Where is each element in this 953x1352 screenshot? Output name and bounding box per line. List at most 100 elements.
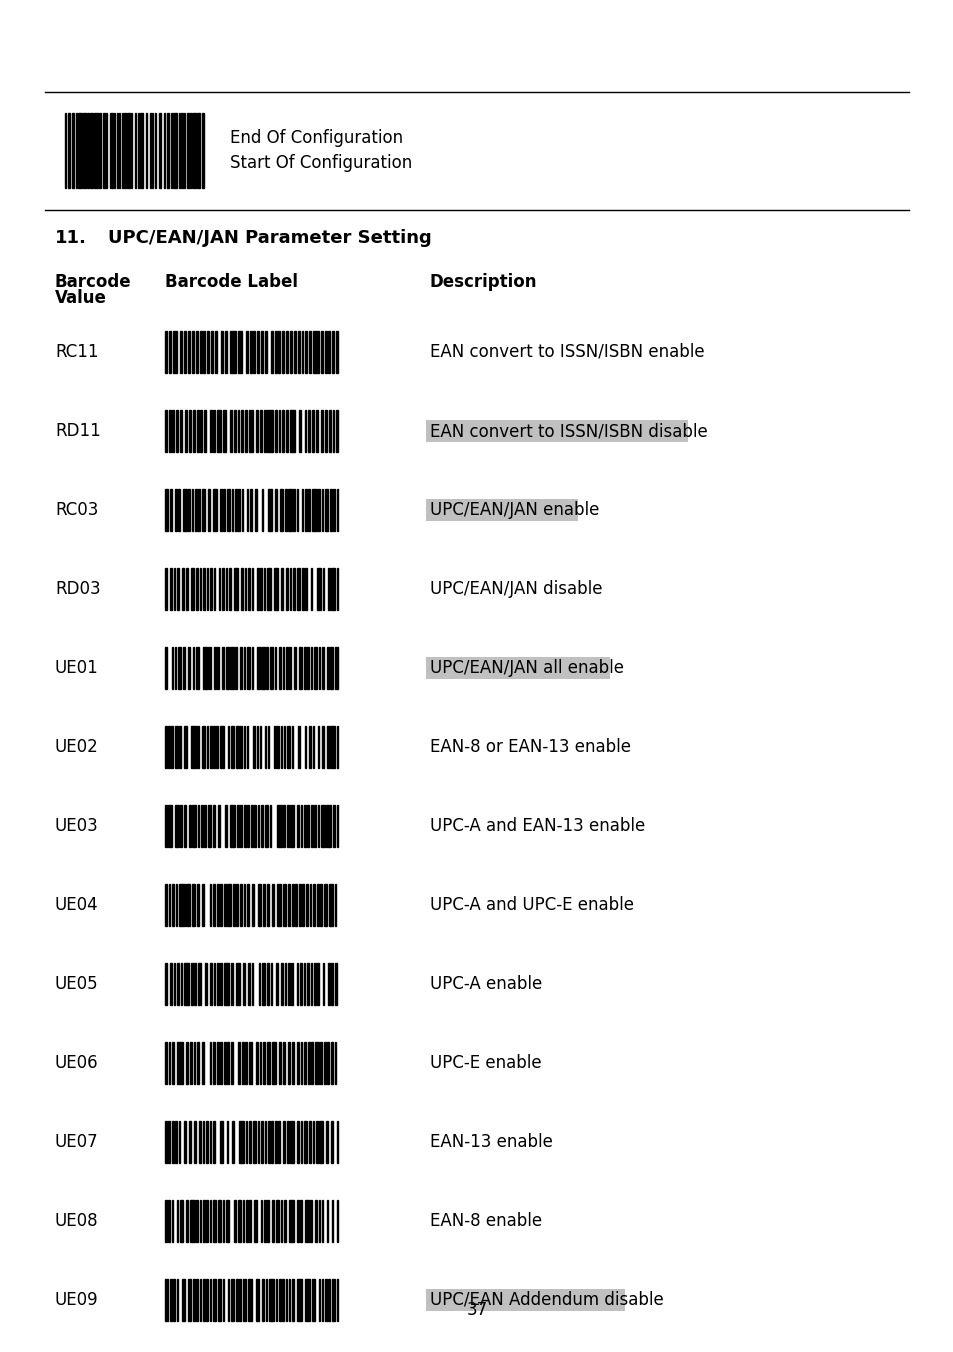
Bar [174,648,176,690]
Bar [281,963,282,1005]
Text: UE04: UE04 [55,896,98,914]
Bar [177,1042,183,1084]
Bar [297,331,299,373]
Bar [327,1042,329,1084]
Bar [315,410,317,452]
Bar [176,410,178,452]
Bar [244,804,245,846]
Bar [168,1201,170,1242]
Bar [305,331,307,373]
Text: Barcode Label: Barcode Label [165,273,297,291]
Bar [202,884,204,926]
Bar [213,1042,214,1084]
Bar [237,410,239,452]
Bar [213,489,216,531]
Bar [331,1042,333,1084]
Bar [274,331,276,373]
Bar [150,112,151,188]
Bar [245,568,246,610]
Bar [193,410,194,452]
Bar [238,1042,240,1084]
Bar [191,568,194,610]
Bar [99,112,101,188]
Bar [137,112,139,188]
Bar [234,489,236,531]
Bar [210,1042,212,1084]
Bar [207,568,208,610]
Text: Start Of Configuration: Start Of Configuration [230,154,412,172]
Bar [165,726,167,768]
Bar [298,410,300,452]
Bar [249,1121,251,1163]
Bar [191,112,192,188]
Bar [283,804,285,846]
Bar [292,963,293,1005]
Bar [324,884,327,926]
Bar [179,884,185,926]
Bar [173,963,175,1005]
Bar [65,112,67,188]
Bar [264,1121,266,1163]
Bar [301,568,303,610]
Bar [242,1279,246,1321]
Bar [71,112,74,188]
Bar [270,648,273,690]
Bar [182,568,184,610]
Bar [187,112,189,188]
Bar [318,489,319,531]
Bar [333,410,335,452]
Text: EAN-13 enable: EAN-13 enable [430,1133,553,1151]
Bar [322,726,324,768]
Bar [232,489,233,531]
Bar [235,963,239,1005]
Bar [262,1279,264,1321]
Bar [152,112,153,188]
Text: RD11: RD11 [55,422,101,439]
Bar [288,963,290,1005]
Bar [197,112,199,188]
Bar [238,331,242,373]
Bar [267,568,271,610]
Bar [253,1121,255,1163]
Bar [284,963,286,1005]
Bar [288,1042,290,1084]
Bar [260,568,262,610]
Text: 37: 37 [466,1301,487,1320]
Bar [192,884,195,926]
Bar [261,331,263,373]
Bar [310,884,311,926]
Bar [332,331,334,373]
Bar [239,1279,241,1321]
Bar [202,648,208,690]
Bar [190,1201,194,1242]
Bar [193,1279,194,1321]
Bar [322,568,324,610]
Bar [192,331,193,373]
Bar [193,804,195,846]
Bar [306,884,308,926]
Bar [206,1279,208,1321]
Bar [247,489,248,531]
Bar [314,804,315,846]
Bar [219,726,224,768]
Bar [243,726,245,768]
Bar [195,331,197,373]
Bar [301,489,303,531]
Bar [250,331,252,373]
Bar [241,568,243,610]
Bar [320,331,322,373]
Bar [116,112,118,188]
Bar [177,963,178,1005]
Bar [282,884,286,926]
Bar [288,884,290,926]
Bar [180,331,182,373]
Bar [305,1201,309,1242]
Bar [180,963,182,1005]
Bar [191,963,193,1005]
Bar [307,804,309,846]
Bar [231,648,233,690]
Bar [296,1042,298,1084]
Bar [197,804,199,846]
Bar [210,568,212,610]
Bar [282,410,284,452]
